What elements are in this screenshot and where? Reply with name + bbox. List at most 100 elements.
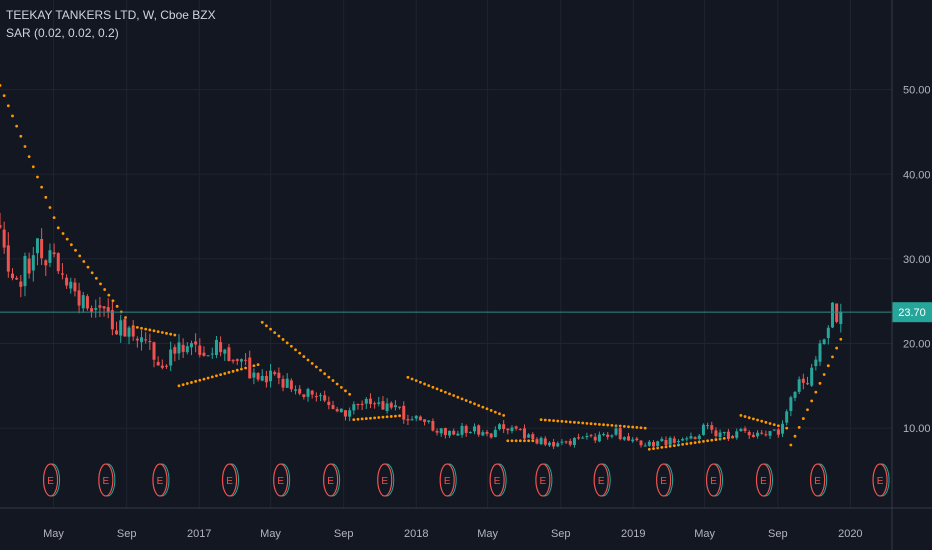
earnings-marker[interactable]: E (593, 463, 611, 497)
candle (839, 303, 843, 333)
sar-dot (185, 382, 189, 385)
sar-dot (672, 444, 676, 448)
sar-dot (593, 422, 597, 426)
candle (348, 407, 352, 422)
candle-body (385, 403, 389, 412)
earnings-marker[interactable]: E (152, 463, 170, 497)
sar-dot (48, 206, 52, 209)
earnings-marker[interactable]: E (273, 463, 291, 497)
candle (377, 396, 381, 407)
earnings-ring (377, 463, 393, 497)
candle (510, 425, 514, 434)
candle-body (497, 424, 501, 430)
sar-dot (702, 439, 705, 443)
sar-dot (344, 389, 347, 393)
earnings-marker[interactable]: E (656, 463, 674, 497)
candle-body (294, 389, 298, 391)
candle-body (672, 438, 676, 443)
earnings-marker[interactable]: E (489, 463, 507, 497)
sar-dot (169, 332, 173, 336)
candle (294, 385, 298, 395)
candle (776, 428, 780, 438)
earnings-marker[interactable]: E (755, 463, 774, 497)
candle (714, 427, 718, 438)
candle-body (214, 339, 218, 356)
candle (468, 431, 472, 434)
legend-indicator[interactable]: SAR (0.02, 0.02, 0.2) (6, 26, 119, 40)
y-tick-label: 20.00 (903, 338, 931, 350)
earnings-marker[interactable]: E (98, 463, 116, 497)
sar-dot (414, 379, 418, 383)
candle-body (10, 273, 14, 279)
sar-dot (256, 363, 260, 367)
sar-dot (194, 379, 198, 383)
sar-dot (273, 331, 277, 335)
candle-body (552, 442, 556, 447)
candle-body (298, 388, 302, 394)
sar-dot (160, 331, 164, 334)
candle-body (94, 308, 98, 310)
candle-body (223, 349, 227, 354)
candle (269, 363, 273, 388)
earnings-label: E (540, 476, 547, 487)
candle (235, 358, 239, 365)
sar-dot (181, 383, 185, 387)
candle-body (760, 432, 764, 434)
candle (264, 370, 268, 388)
sar-dot (231, 369, 235, 373)
candle-body (568, 440, 572, 445)
earnings-marker[interactable]: E (810, 463, 828, 497)
candle-body (597, 434, 601, 442)
sar-dot (285, 341, 289, 345)
candle (327, 396, 331, 410)
candle-body (123, 319, 127, 337)
earnings-marker[interactable]: E (377, 463, 395, 497)
earnings-marker[interactable]: E (221, 463, 240, 497)
x-tick-label: 2018 (404, 528, 428, 540)
sar-dot (227, 371, 231, 374)
sar-dot (681, 443, 685, 446)
sar-dot (0, 84, 2, 87)
candle (194, 333, 198, 353)
earnings-marker[interactable]: E (872, 463, 890, 497)
sar-dot (352, 418, 356, 422)
candle-body (0, 225, 2, 228)
legend-symbol[interactable]: TEEKAY TANKERS LTD, W, Cboe BZX (6, 8, 216, 22)
sar-dot (419, 380, 422, 384)
candle-body (743, 428, 747, 431)
candle (231, 358, 235, 364)
candle-body (606, 434, 610, 437)
sar-dot (381, 415, 385, 419)
candle-body (693, 437, 697, 440)
sar-dot (210, 375, 214, 379)
candle-body (764, 434, 768, 436)
candle (568, 438, 572, 447)
sar-dot (394, 414, 397, 418)
sar-dot (806, 408, 809, 412)
chart-legend[interactable]: TEEKAY TANKERS LTD, W, Cboe BZX SAR (0.0… (6, 6, 216, 42)
earnings-marker[interactable]: E (323, 463, 341, 497)
x-tick-label: Sep (334, 528, 354, 540)
candle-body (664, 440, 668, 446)
earnings-label: E (327, 476, 334, 487)
earnings-marker[interactable]: E (705, 463, 724, 497)
candle (830, 302, 834, 329)
sar-dot (568, 420, 572, 424)
candle (385, 398, 389, 414)
sar-dot (252, 364, 256, 368)
candle-body (506, 428, 510, 431)
earnings-marker[interactable]: E (42, 463, 61, 497)
earnings-marker[interactable]: E (439, 463, 457, 497)
sar-dot (327, 375, 331, 379)
candle-body (310, 390, 314, 395)
earnings-marker[interactable]: E (535, 463, 553, 497)
sar-dot (152, 329, 156, 333)
sar-dot (244, 366, 247, 370)
candle (735, 428, 739, 440)
candle-body (119, 320, 123, 336)
candle (493, 426, 497, 438)
candle-body (393, 405, 397, 408)
